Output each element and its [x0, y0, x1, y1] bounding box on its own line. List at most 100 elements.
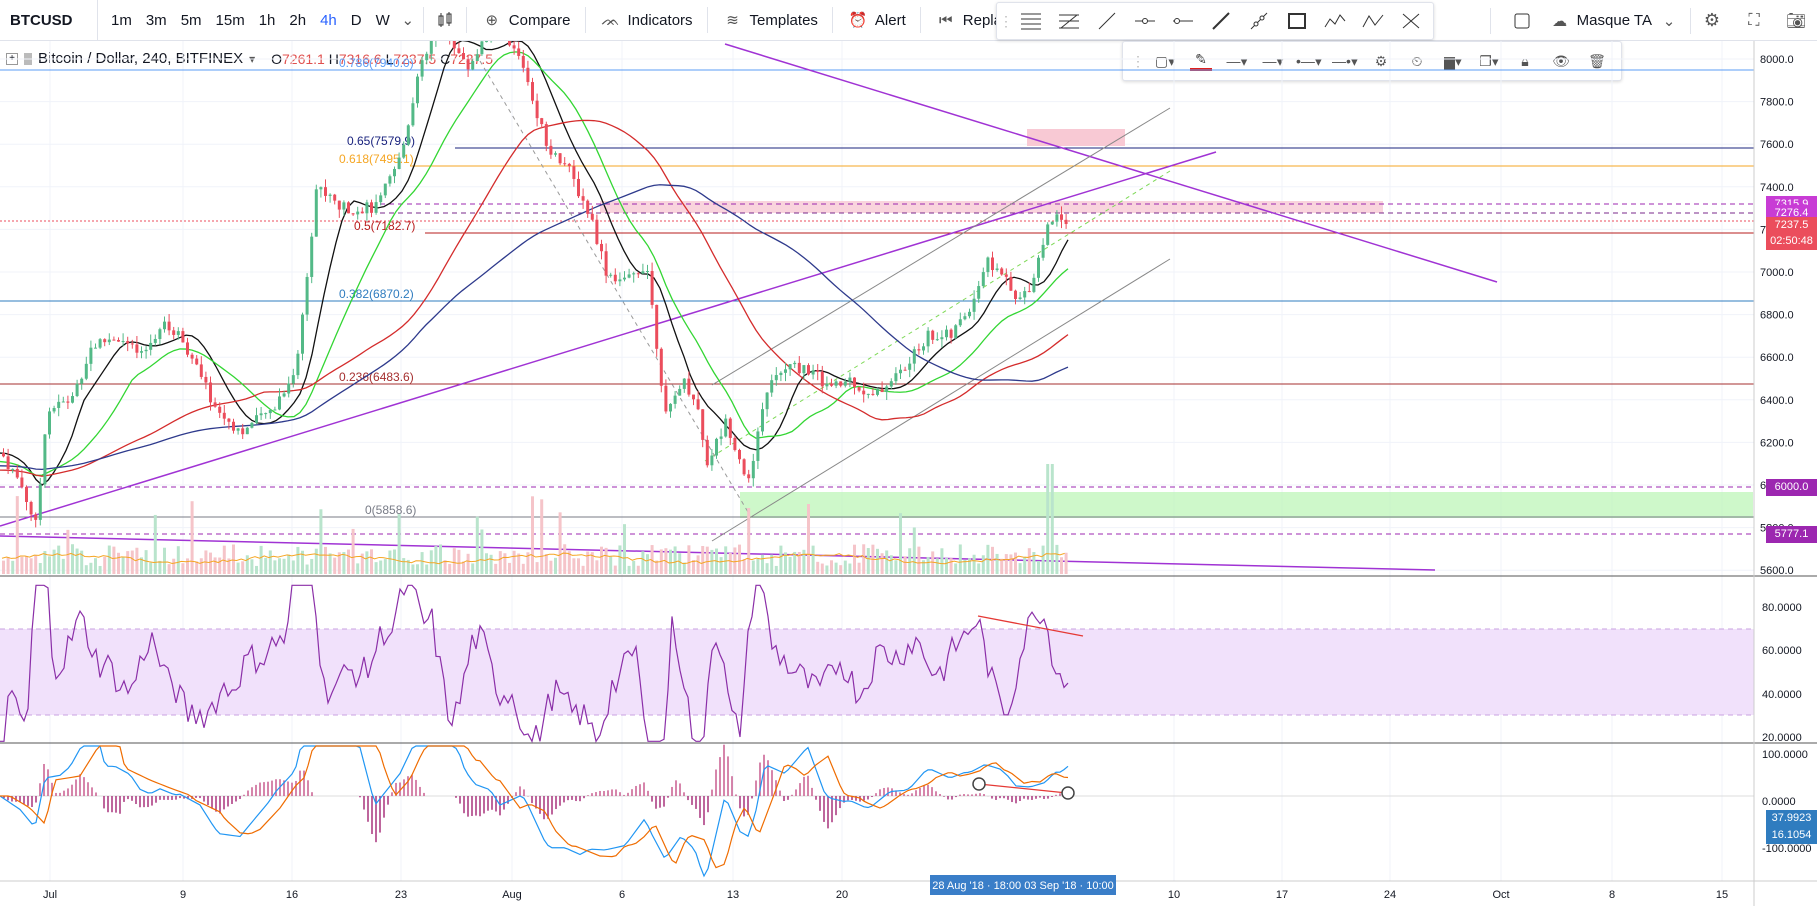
square-icon[interactable] [1511, 10, 1533, 32]
elliott-wave-icon[interactable] [1317, 4, 1353, 38]
visual-order-icon[interactable]: ▆▾ [1444, 52, 1462, 69]
rsi-divergence-line[interactable] [977, 615, 1084, 637]
tf-3m[interactable]: 3m [145, 11, 167, 29]
macd-signal[interactable] [0, 745, 1069, 869]
rsi-axis[interactable]: 80.0000 60.0000 40.0000 20.0000 [1762, 602, 1802, 744]
templates-button[interactable]: ≋ Templates [712, 0, 828, 41]
horizontal-ray-icon[interactable] [1127, 4, 1163, 38]
tf-d[interactable]: D [350, 11, 362, 29]
tf-15m[interactable]: 15m [215, 11, 245, 29]
candle-body [462, 53, 465, 60]
line-end-icon[interactable]: —•▾ [1332, 52, 1358, 69]
camera-icon[interactable]: 📷︎ [1785, 12, 1807, 30]
tf-1h[interactable]: 1h [258, 11, 276, 29]
candle-body [305, 276, 309, 315]
volume-bar [710, 549, 714, 574]
candle-body [388, 176, 392, 184]
candle-body [843, 381, 847, 386]
support-zone[interactable] [740, 492, 1753, 518]
volume-bar [241, 561, 245, 574]
line-start-icon[interactable]: •—▾ [1296, 52, 1322, 69]
volume-bar [250, 559, 254, 574]
tf-4h[interactable]: 4h [320, 11, 337, 29]
ma-black[interactable] [0, 41, 1069, 487]
candle-body [429, 41, 433, 54]
symbol-search[interactable]: BTCUSD [0, 0, 98, 41]
volume-bar [830, 560, 833, 574]
volume-bar [186, 558, 189, 574]
trend-line-resistance[interactable] [724, 43, 1498, 283]
drawing-handle[interactable] [972, 777, 986, 791]
volume-bar [632, 560, 636, 574]
candles-icon[interactable] [434, 9, 456, 31]
fib-extension-icon[interactable] [1051, 4, 1087, 38]
drawing-handle[interactable] [1061, 786, 1075, 800]
time-axis[interactable]: Jul 9 16 23 Aug 6 13 20 10 17 24 Oct 8 15 [43, 889, 1728, 901]
ma-navy[interactable] [0, 184, 1069, 471]
drag-handle-icon[interactable]: ⋮ [999, 12, 1013, 29]
tf-5m[interactable]: 5m [180, 11, 202, 29]
volume-bar [305, 564, 309, 574]
candle-body [678, 388, 682, 396]
lock-icon[interactable]: 🔒︎ [1521, 52, 1529, 69]
templates-icon: ≋ [726, 12, 739, 29]
channel-upper[interactable] [711, 107, 1171, 386]
rsi-line[interactable] [0, 584, 1069, 743]
candle-body [485, 41, 488, 43]
trend-line-support[interactable] [0, 151, 1217, 527]
timeframe-group: 1m 3m 5m 15m 1h 2h 4h D W ⌄ [98, 0, 419, 41]
ma-green[interactable] [0, 51, 1069, 477]
resistance-zone-upper[interactable] [1027, 129, 1125, 146]
fullscreen-icon[interactable]: ⛶ [1748, 11, 1760, 29]
fib-lines[interactable] [0, 69, 1754, 518]
tf-1m[interactable]: 1m [111, 11, 132, 29]
ray-icon[interactable] [1203, 4, 1239, 38]
volume-bar [89, 562, 93, 574]
macd-divergence-line[interactable] [978, 783, 1068, 794]
ma-red[interactable] [0, 119, 1069, 477]
compare-button[interactable]: ⊕ Compare [471, 0, 581, 41]
eye-icon[interactable]: 👁︎ [1552, 52, 1570, 69]
clone-icon[interactable]: ❐▾ [1479, 52, 1499, 69]
line-width-icon[interactable]: —▾ [1262, 52, 1284, 69]
volume-bar [586, 551, 590, 574]
gear-icon[interactable]: ⚙ [1374, 52, 1388, 69]
volume-bar [71, 544, 74, 574]
volume-bar [15, 496, 19, 574]
candle-body [650, 271, 654, 305]
trend-line-icon[interactable] [1089, 4, 1125, 38]
line-style-icon[interactable]: —▾ [1226, 52, 1248, 69]
template-dropdown-icon[interactable]: ▢▾ [1154, 52, 1176, 69]
price-axis[interactable]: 8000.07800.07600.07400.07200.07000.06800… [1760, 54, 1794, 577]
channel-lower[interactable] [711, 258, 1171, 542]
rectangle-icon[interactable] [1279, 4, 1315, 38]
volume-bar [609, 556, 613, 574]
indicators-button[interactable]: ᨏ Indicators [590, 0, 703, 41]
volume-bar [420, 552, 424, 574]
horizontal-line-icon[interactable] [1165, 4, 1201, 38]
tf-w[interactable]: W [375, 11, 390, 29]
chevron-down-icon[interactable]: ⌄ [401, 12, 415, 29]
candle-body [1055, 214, 1059, 222]
remove-drawings-icon[interactable] [1393, 4, 1429, 38]
layout-label: Masque TA [1576, 12, 1652, 29]
layout-button[interactable]: ☁ Masque TA ⌄ [1533, 0, 1690, 41]
volume-bar [521, 563, 525, 574]
chart-area[interactable]: 0.786(7940.0) 0.65(7579.9) 0.618(7495.1) 0.… [0, 41, 1817, 906]
dashed-projection[interactable] [704, 170, 1171, 462]
volume-bar [618, 545, 622, 574]
drag-handle-icon[interactable]: ⋮ [1131, 52, 1145, 69]
volume-bar [843, 560, 847, 574]
gear-icon[interactable]: ⚙ [1703, 10, 1721, 30]
abcd-pattern-icon[interactable] [1355, 4, 1391, 38]
macd-line[interactable] [0, 745, 1069, 878]
alert-button[interactable]: ⏰ Alert [837, 0, 916, 41]
tf-2h[interactable]: 2h [289, 11, 307, 29]
trash-icon[interactable]: 🗑︎ [1588, 52, 1606, 69]
add-alert-icon[interactable]: ⏲ [1411, 52, 1423, 69]
fib-retracement-icon[interactable] [1013, 4, 1049, 38]
macd-axis[interactable]: 100.0000 0.0000 -100.0000 [1762, 749, 1812, 855]
extended-line-icon[interactable] [1241, 4, 1277, 38]
candles[interactable] [2, 41, 1068, 528]
candle-body [167, 321, 171, 331]
